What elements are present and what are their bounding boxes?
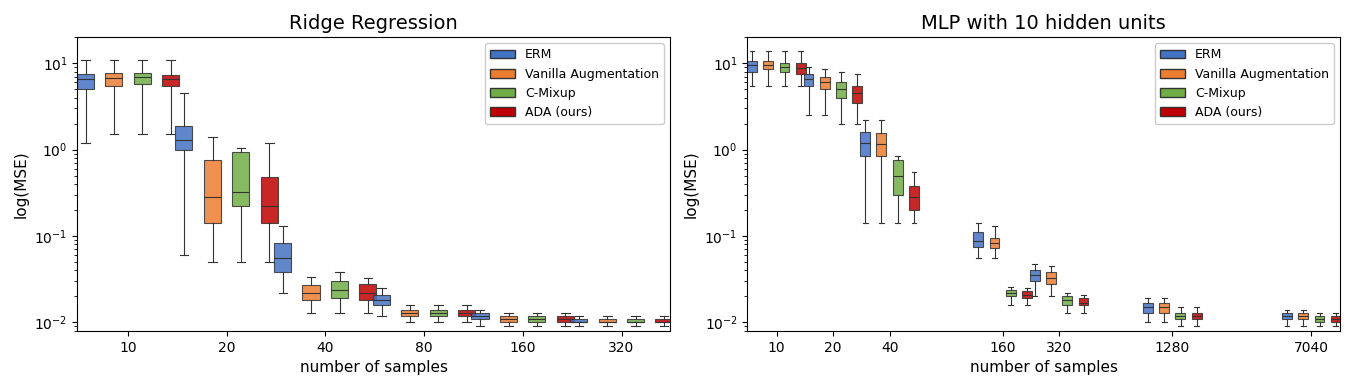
PathPatch shape [747,61,757,72]
PathPatch shape [1282,313,1292,319]
Title: Ridge Regression: Ridge Regression [290,14,458,33]
PathPatch shape [528,315,546,322]
PathPatch shape [780,63,789,72]
Y-axis label: log(MSE): log(MSE) [14,150,28,218]
PathPatch shape [655,319,673,322]
PathPatch shape [471,313,489,319]
X-axis label: number of samples: number of samples [299,360,448,375]
PathPatch shape [1159,303,1169,313]
PathPatch shape [1175,313,1185,319]
PathPatch shape [803,74,814,86]
PathPatch shape [570,319,588,322]
PathPatch shape [1030,270,1040,281]
PathPatch shape [627,319,645,322]
PathPatch shape [233,152,249,207]
PathPatch shape [302,285,320,300]
PathPatch shape [1298,313,1308,319]
PathPatch shape [990,238,999,249]
X-axis label: number of samples: number of samples [969,360,1118,375]
PathPatch shape [1063,296,1072,305]
PathPatch shape [274,244,291,272]
Title: MLP with 10 hidden units: MLP with 10 hidden units [921,14,1166,33]
PathPatch shape [500,315,517,322]
PathPatch shape [556,315,574,322]
PathPatch shape [796,63,806,74]
PathPatch shape [764,61,773,69]
PathPatch shape [860,132,869,156]
PathPatch shape [1192,313,1201,319]
PathPatch shape [372,294,390,305]
PathPatch shape [330,281,348,298]
PathPatch shape [853,86,862,103]
PathPatch shape [77,74,93,89]
PathPatch shape [1022,291,1032,298]
PathPatch shape [1315,315,1324,322]
PathPatch shape [176,126,192,150]
PathPatch shape [1331,315,1340,322]
Y-axis label: log(MSE): log(MSE) [684,150,699,218]
PathPatch shape [429,310,447,315]
PathPatch shape [909,186,919,210]
Legend: ERM, Vanilla Augmentation, C-Mixup, ADA (ours): ERM, Vanilla Augmentation, C-Mixup, ADA … [1155,44,1334,124]
PathPatch shape [1047,272,1056,284]
PathPatch shape [837,82,846,98]
PathPatch shape [892,160,903,195]
PathPatch shape [204,160,221,223]
PathPatch shape [1079,298,1089,305]
PathPatch shape [598,319,616,322]
PathPatch shape [458,310,475,315]
PathPatch shape [162,75,179,86]
PathPatch shape [876,133,887,156]
PathPatch shape [359,284,376,300]
Legend: ERM, Vanilla Augmentation, C-Mixup, ADA (ours): ERM, Vanilla Augmentation, C-Mixup, ADA … [485,44,663,124]
PathPatch shape [134,73,150,84]
PathPatch shape [106,73,122,86]
PathPatch shape [1143,303,1152,313]
PathPatch shape [1006,289,1016,296]
PathPatch shape [260,177,278,223]
PathPatch shape [974,233,983,247]
PathPatch shape [401,310,418,315]
PathPatch shape [821,77,830,89]
